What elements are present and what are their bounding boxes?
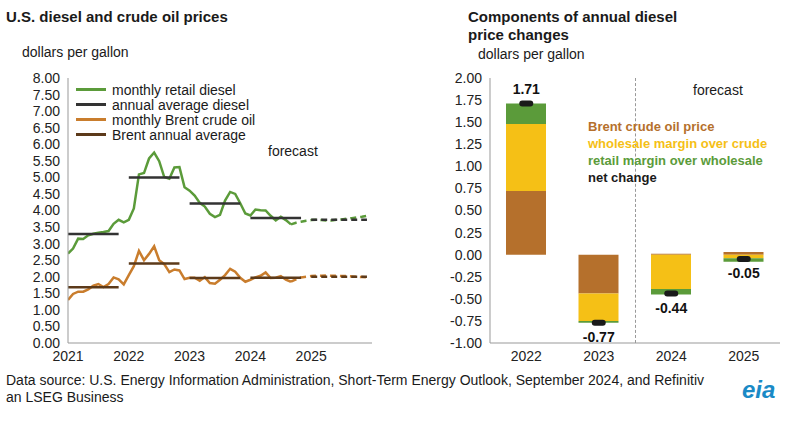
svg-text:1.50: 1.50 <box>455 114 482 130</box>
svg-text:0.00: 0.00 <box>33 335 60 351</box>
html-text:monthly retail diesel: monthly retail diesel <box>112 81 236 98</box>
svg-text:4.00: 4.00 <box>33 202 60 218</box>
svg-text:3.50: 3.50 <box>33 219 60 235</box>
svg-text:1.50: 1.50 <box>33 285 60 301</box>
html-text:Data source: U.S. Energy Infor: Data source: U.S. Energy Information Adm… <box>6 372 704 405</box>
svg-text:-0.25: -0.25 <box>450 269 482 285</box>
svg-text:2023: 2023 <box>174 348 205 364</box>
html-text:U.S. diesel and crude oil pric: U.S. diesel and crude oil prices <box>6 8 228 25</box>
svg-text:2024: 2024 <box>656 348 687 364</box>
html-text:Brent crude oil price: Brent crude oil price <box>588 119 715 134</box>
html-text:retail margin over wholesale: retail margin over wholesale <box>588 153 763 168</box>
svg-text:2.50: 2.50 <box>33 252 60 268</box>
svg-text:7.50: 7.50 <box>33 87 60 103</box>
svg-text:-0.50: -0.50 <box>450 291 482 307</box>
svg-text:-0.44: -0.44 <box>655 300 687 316</box>
html-text:Components of annual diesel pr: Components of annual diesel price change… <box>468 8 678 43</box>
svg-text:2025: 2025 <box>728 348 759 364</box>
svg-text:1.75: 1.75 <box>455 92 482 108</box>
svg-text:2021: 2021 <box>52 347 84 364</box>
svg-text:2025: 2025 <box>296 348 327 364</box>
html-text:forecast: forecast <box>693 82 743 98</box>
svg-text:1.00: 1.00 <box>455 158 482 174</box>
svg-text:1.25: 1.25 <box>455 136 482 152</box>
svg-text:7.00: 7.00 <box>33 103 60 119</box>
svg-text:2024: 2024 <box>235 348 266 364</box>
svg-text:-0.77: -0.77 <box>583 329 615 345</box>
svg-text:0.75: 0.75 <box>455 180 482 196</box>
svg-text:0.50: 0.50 <box>455 202 482 218</box>
svg-text:1.71: 1.71 <box>513 81 540 97</box>
html-text:eia: eia <box>742 376 776 403</box>
svg-text:2023: 2023 <box>583 348 614 364</box>
svg-text:6.00: 6.00 <box>33 136 60 152</box>
svg-text:1.00: 1.00 <box>33 302 60 318</box>
svg-text:3.00: 3.00 <box>33 236 60 252</box>
html-text:annual average diesel: annual average diesel <box>112 96 249 113</box>
svg-text:-0.05: -0.05 <box>728 265 760 281</box>
html-text:Brent annual average: Brent annual average <box>112 126 246 143</box>
html-text:forecast: forecast <box>268 143 318 159</box>
svg-text:2.00: 2.00 <box>455 70 482 86</box>
svg-text:6.50: 6.50 <box>33 120 60 136</box>
html-text:net change: net change <box>588 170 657 185</box>
svg-text:0.25: 0.25 <box>455 225 482 241</box>
svg-text:2022: 2022 <box>511 348 542 364</box>
svg-text:8.00: 8.00 <box>33 70 60 86</box>
svg-text:-0.75: -0.75 <box>450 313 482 329</box>
svg-text:0.50: 0.50 <box>33 318 60 334</box>
html-text:dollars per gallon: dollars per gallon <box>478 46 585 62</box>
svg-text:-1.00: -1.00 <box>450 335 482 351</box>
svg-text:2022: 2022 <box>113 348 144 364</box>
svg-text:2.00: 2.00 <box>33 269 60 285</box>
svg-text:5.00: 5.00 <box>33 169 60 185</box>
html-text:wholesale margin over crude: wholesale margin over crude <box>588 136 768 151</box>
svg-text:5.50: 5.50 <box>33 153 60 169</box>
svg-text:4.50: 4.50 <box>33 186 60 202</box>
html-text:monthly Brent crude oil: monthly Brent crude oil <box>112 111 256 128</box>
html-text:dollars per gallon: dollars per gallon <box>22 44 129 60</box>
svg-text:0.00: 0.00 <box>455 247 482 263</box>
